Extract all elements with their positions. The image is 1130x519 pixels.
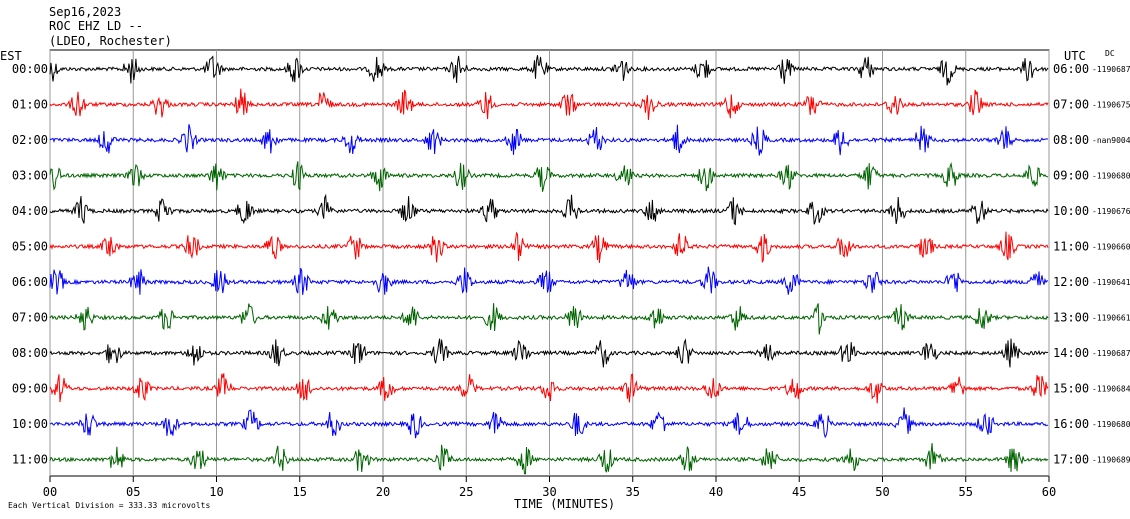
chart-grid: 00 05 10 15 20 25 30 35 40 45 50 55 60	[43, 49, 1056, 499]
utc-hour-label: 17:00	[1053, 453, 1089, 467]
dc-offset-value: -1190660	[1092, 243, 1130, 252]
est-hour-label: 04:00	[12, 204, 48, 218]
dc-offset-value: -1190661	[1092, 314, 1130, 323]
dc-offset-value: -nan9004	[1092, 136, 1130, 145]
seismic-trace	[49, 407, 1049, 439]
est-hour-label: 08:00	[12, 346, 48, 360]
x-tick-label: 10	[209, 485, 223, 499]
utc-hour-label: 07:00	[1053, 98, 1089, 112]
x-tick-label: 25	[459, 485, 473, 499]
seismic-trace	[49, 124, 1049, 156]
utc-hour-label: 15:00	[1053, 382, 1089, 396]
seismic-trace	[49, 161, 1049, 192]
seismogram-traces	[49, 55, 1049, 475]
axis-labels: EST UTC DC TIME (MINUTES) Each Vertical …	[0, 49, 1130, 511]
dc-offset-value: -1190687	[1092, 65, 1130, 74]
x-tick-label: 55	[959, 485, 973, 499]
dc-offset-value: -1190687	[1092, 349, 1130, 358]
dc-label: DC	[1105, 49, 1115, 58]
est-hour-label: 03:00	[12, 169, 48, 183]
dc-offset-value: -1190676	[1092, 207, 1130, 216]
utc-hour-label: 10:00	[1053, 204, 1089, 218]
x-tick-label: 05	[126, 485, 140, 499]
utc-hour-label: 12:00	[1053, 275, 1089, 289]
est-hour-label: 06:00	[12, 275, 48, 289]
station-name: ROC EHZ LD --	[49, 19, 143, 33]
dc-offset-value: -1190689	[1092, 456, 1130, 465]
utc-hour-label: 08:00	[1053, 133, 1089, 147]
x-tick-label: 35	[626, 485, 640, 499]
utc-hour-label: 14:00	[1053, 346, 1089, 360]
seismic-trace	[49, 373, 1049, 404]
utc-hour-label: 06:00	[1053, 62, 1089, 76]
x-tick-label: 60	[1042, 485, 1056, 499]
utc-hour-label: 11:00	[1053, 240, 1089, 254]
dc-offset-value: -1190675	[1092, 101, 1130, 110]
utc-axis-label: UTC	[1064, 49, 1086, 63]
est-hour-label: 09:00	[12, 382, 48, 396]
est-hour-label: 11:00	[12, 453, 48, 467]
dc-offset-value: -1190684	[1092, 385, 1130, 394]
est-hour-label: 10:00	[12, 417, 48, 431]
scale-note: Each Vertical Division = 333.33 microvol…	[8, 501, 210, 510]
utc-hour-label: 13:00	[1053, 311, 1089, 325]
est-hour-label: 00:00	[12, 62, 48, 76]
x-tick-label: 30	[542, 485, 556, 499]
est-hour-label: 07:00	[12, 311, 48, 325]
seismic-trace	[49, 231, 1049, 263]
x-tick-label: 00	[43, 485, 57, 499]
x-axis-title: TIME (MINUTES)	[514, 497, 615, 511]
utc-hour-label: 09:00	[1053, 169, 1089, 183]
x-tick-label: 45	[792, 485, 806, 499]
x-tick-label: 50	[875, 485, 889, 499]
dc-offset-value: -1190680	[1092, 420, 1130, 429]
seismic-trace	[49, 338, 1049, 368]
chart-date: Sep16,2023	[49, 5, 122, 19]
x-tick-label: 15	[293, 485, 307, 499]
est-axis-label: EST	[0, 49, 22, 63]
station-network: (LDEO, Rochester)	[49, 34, 172, 48]
est-hour-label: 01:00	[12, 98, 48, 112]
x-tick-label: 20	[376, 485, 390, 499]
seismic-trace	[49, 55, 1049, 86]
dc-offset-value: -1190641	[1092, 278, 1130, 287]
dc-offset-value: -1190680	[1092, 172, 1130, 181]
seismic-trace	[49, 303, 1049, 335]
utc-hour-label: 16:00	[1053, 417, 1089, 431]
x-tick-label: 40	[709, 485, 723, 499]
seismic-trace	[49, 193, 1049, 226]
seismic-trace	[49, 88, 1049, 120]
seismic-trace	[49, 443, 1049, 475]
seismic-trace	[49, 266, 1049, 295]
est-hour-label: 02:00	[12, 133, 48, 147]
est-hour-label: 05:00	[12, 240, 48, 254]
